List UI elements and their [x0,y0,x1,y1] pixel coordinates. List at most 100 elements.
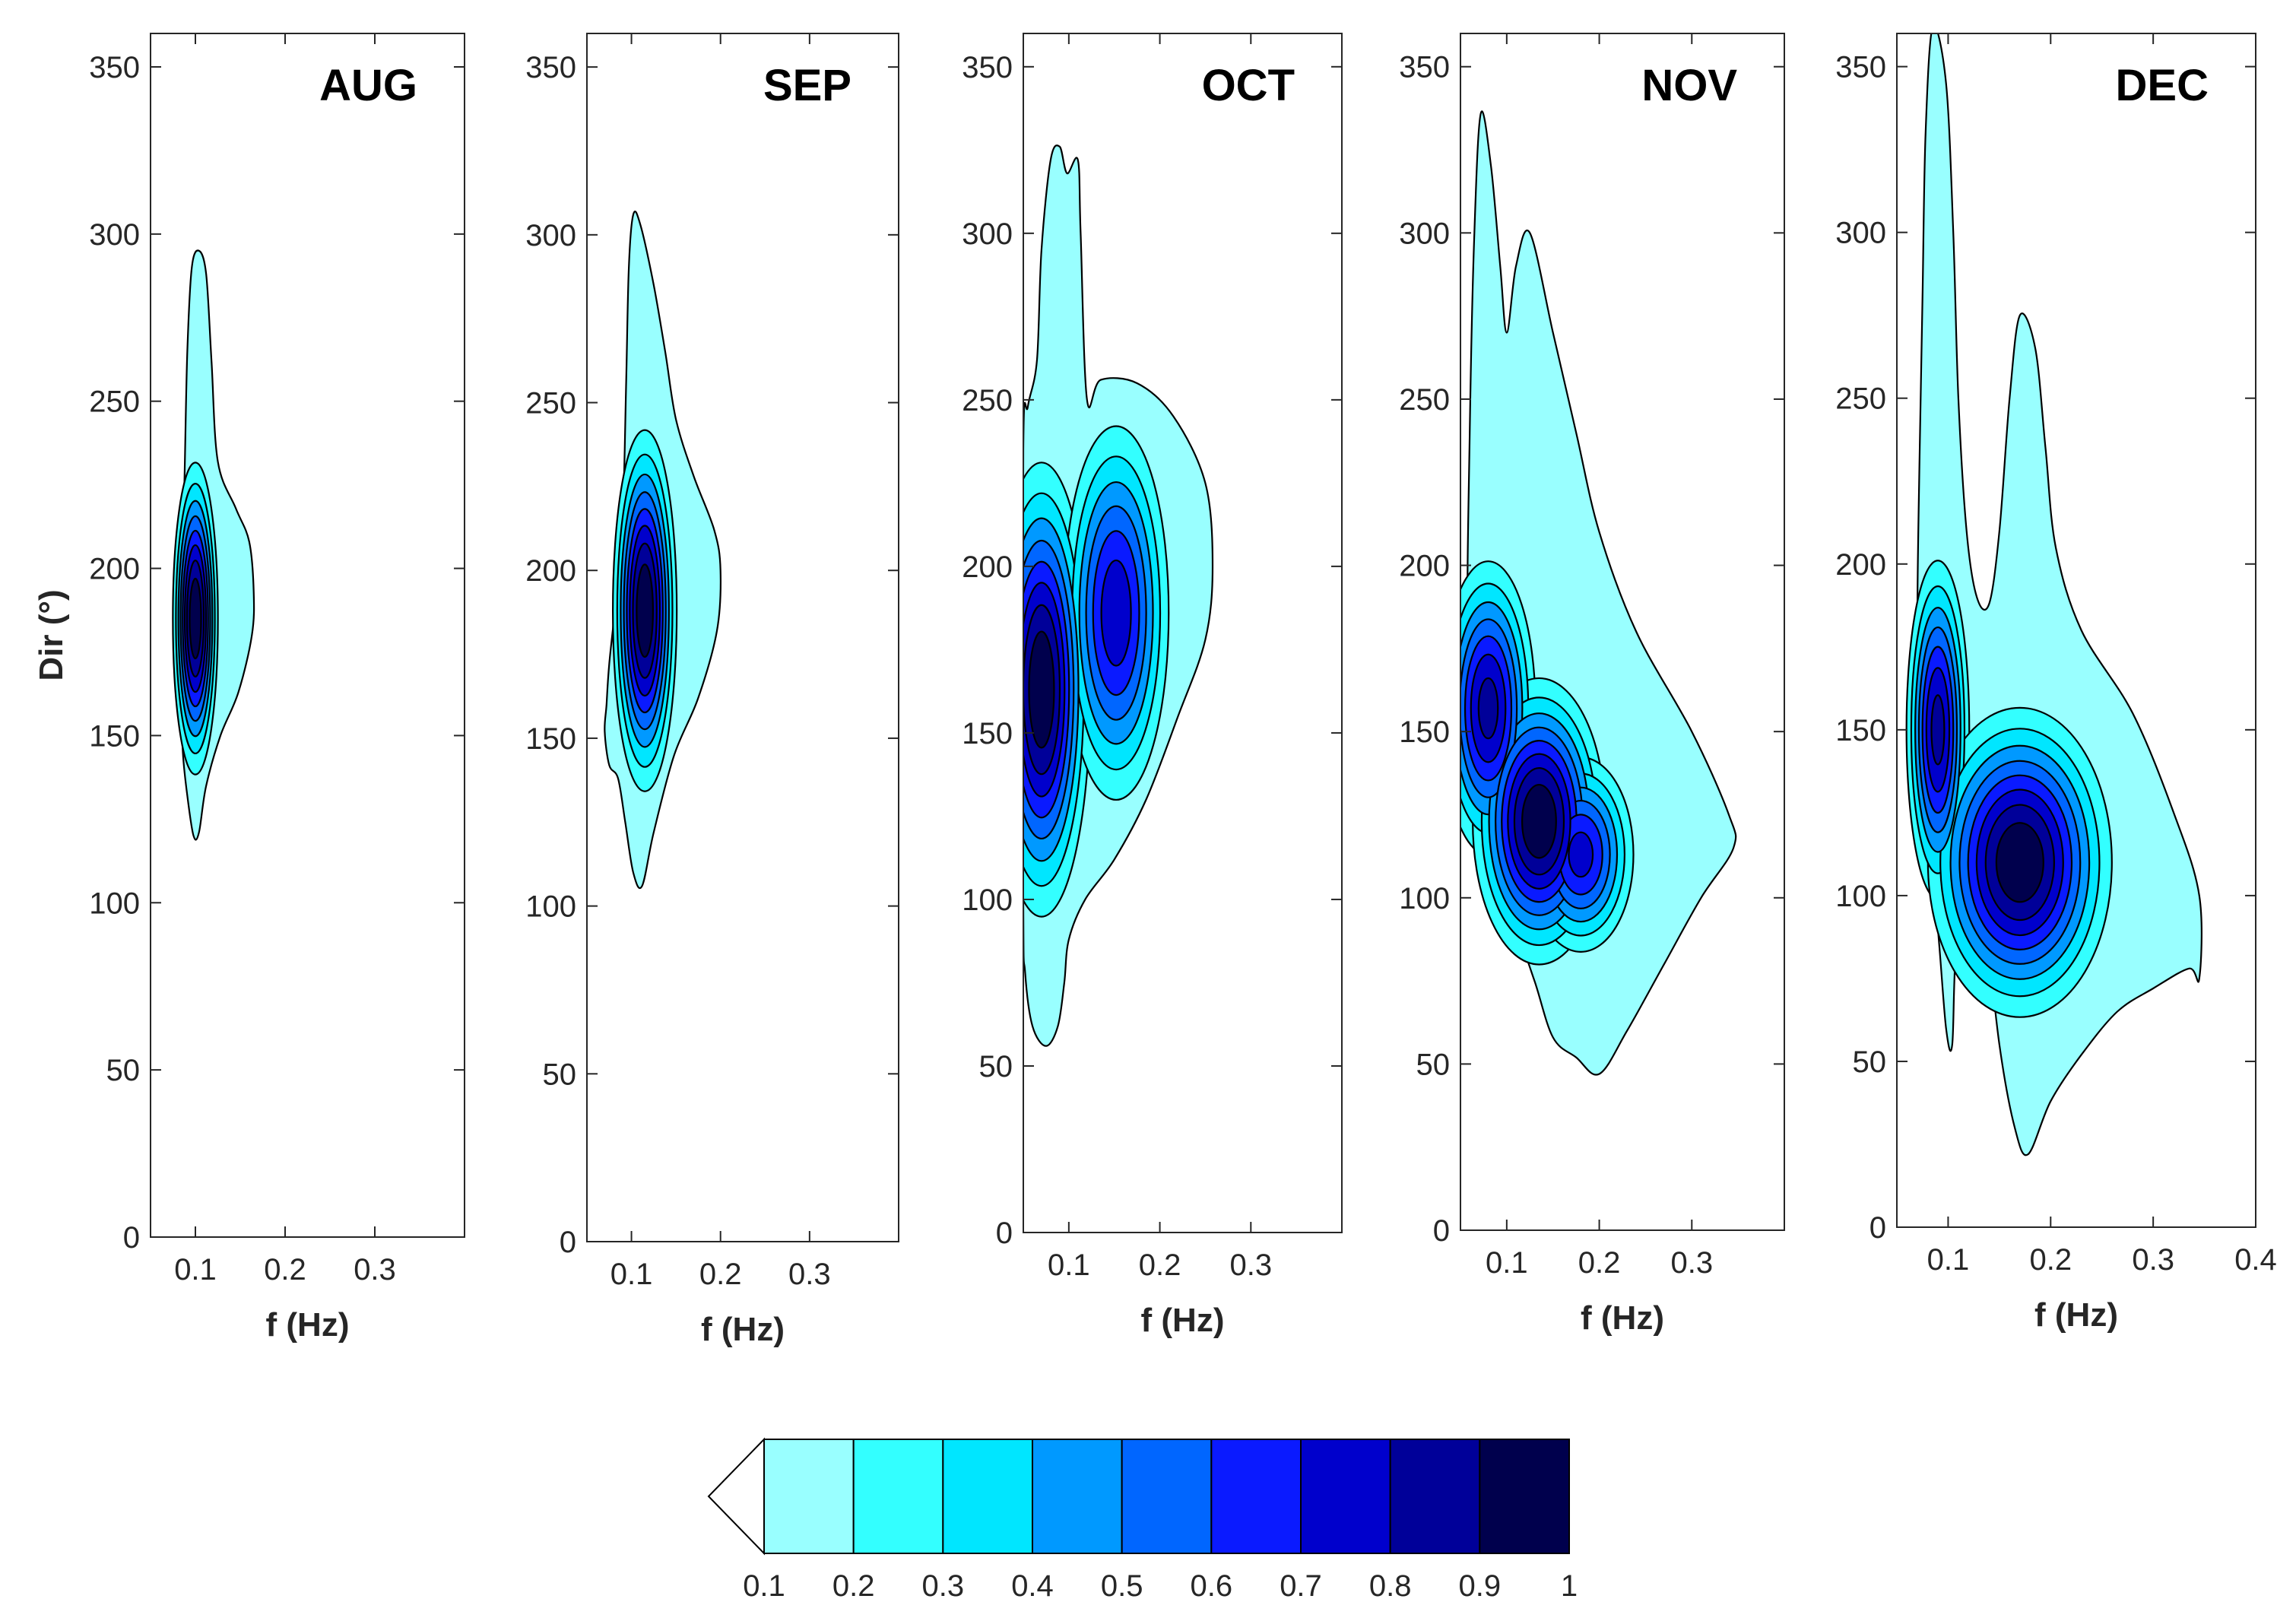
y-tick-label: 50 [543,1058,577,1091]
x-axis-label: f (Hz) [701,1311,785,1348]
axes-box [586,33,899,1242]
panel-title: SEP [763,61,851,110]
contour-level-0.9-peak-1 [1995,822,2044,903]
y-tick-label: 350 [1399,51,1450,84]
colorbar: 0.1 0.2 0.3 0.4 0.5 0.6 0.7 0.8 0.9 1 [707,1437,1578,1603]
y-tick-label: 250 [1399,383,1450,417]
x-axis-label: f (Hz) [1581,1299,1664,1337]
contour-level-0.9-peak-0 [189,577,202,660]
colorbar-segment-3 [942,1439,1034,1554]
x-tick-label: 0.2 [699,1258,742,1291]
panel-title: AUG [319,61,417,110]
x-tick-label: 0.4 [2234,1243,2277,1277]
contour-area [1460,110,1737,1076]
x-tick-label: 0.3 [2132,1243,2174,1277]
x-tick-label: 0.2 [2029,1243,2072,1277]
colorbar-segment-9 [1479,1439,1571,1554]
colorbar-segment-6 [1210,1439,1302,1554]
x-axis-label: f (Hz) [2034,1296,2118,1334]
y-tick-label: 250 [89,385,140,419]
panel-dec: 0 50 100 150 200 250 300 350 0.1 0.2 0.3 0.4 f (Hz) D… [1835,33,2277,1334]
contour-level-0.9-peak-1 [1521,783,1557,859]
y-tick-label: 50 [979,1050,1013,1083]
colorbar-segment-4 [1032,1439,1123,1554]
y-tick-label: 100 [962,884,1013,917]
contour-level-0.7-peak-1 [1100,559,1132,667]
y-tick-label: 350 [525,51,576,84]
y-tick-label: 0 [560,1226,576,1259]
y-tick-label: 350 [89,51,140,84]
x-axis-label: f (Hz) [266,1306,350,1344]
colorbar-segment-8 [1389,1439,1481,1554]
panel-title: NOV [1641,61,1737,110]
y-tick-label: 350 [1835,51,1886,84]
colorbar-tick-label: 0.8 [1369,1569,1412,1603]
y-tick-label: 100 [525,890,576,924]
colorbar-segment-7 [1300,1439,1391,1554]
y-tick-label: 200 [962,550,1013,584]
y-tick-label: 200 [1835,548,1886,582]
colorbar-tick-label: 0.9 [1459,1569,1502,1603]
x-tick-label: 0.1 [1486,1246,1528,1280]
panel-sep: 0 50 100 150 200 250 300 350 0.1 0.2 0.3f (Hz) SEP [525,33,899,1348]
x-tick-label: 0.1 [1927,1243,1970,1277]
y-tick-label: 100 [1835,880,1886,913]
y-tick-label: 200 [1399,550,1450,583]
x-tick-label: 0.2 [1578,1246,1621,1280]
y-tick-label: 200 [525,554,576,588]
y-tick-label: 200 [89,553,140,586]
colorbar-tick-label: 0.5 [1101,1569,1143,1603]
y-tick-label: 50 [106,1054,141,1087]
y-tick-label: 150 [525,722,576,756]
colorbar-tick-label: 1 [1561,1569,1578,1603]
panel-nov: 0 50 100 150 200 250 300 350 0.1 0.2 0.3f (Hz) NOV [1399,33,1785,1337]
x-tick-label: 0.1 [174,1253,217,1286]
y-tick-label: 100 [1399,882,1450,915]
y-tick-label: 350 [962,51,1013,84]
colorbar-tick-label: 0.3 [922,1569,965,1603]
y-tick-label: 50 [1853,1045,1887,1079]
contour-level-0.8-peak-0 [1930,694,1946,766]
panel-oct: 0 50 100 150 200 250 300 350 0.1 0.2 0.3f (Hz) OCT [962,33,1343,1339]
y-tick-label: 50 [1416,1048,1451,1081]
contour-area [1023,144,1214,1047]
contour-level-0.9-peak-0 [636,563,654,658]
x-tick-label: 0.3 [1670,1246,1713,1280]
y-tick-label: 150 [962,717,1013,750]
x-axis-label: f (Hz) [1141,1302,1225,1339]
x-tick-label: 0.1 [610,1258,653,1291]
axes-box [150,33,465,1238]
y-tick-label: 150 [1399,715,1450,749]
x-tick-label: 0.2 [264,1253,306,1286]
y-tick-label: 300 [89,218,140,252]
y-tick-label: 300 [1835,217,1886,250]
colorbar-segment-5 [1121,1439,1213,1554]
y-tick-label: 250 [525,387,576,420]
panel-aug: 0 50 100 150 200 250 300 350 0.1 0.2 0.3f (Hz) Dir … [33,33,465,1344]
colorbar-under-triangle [707,1437,765,1556]
contour-level-0.8-peak-0 [1477,677,1499,740]
colorbar-segment-1 [763,1439,855,1554]
x-tick-label: 0.2 [1139,1248,1181,1282]
contour-area [172,249,255,841]
axes-box [1460,33,1785,1231]
colorbar-tick-label: 0.2 [832,1569,875,1603]
colorbar-tick-label: 0.4 [1011,1569,1054,1603]
axes-box [1896,33,2256,1228]
y-tick-label: 250 [1835,382,1886,416]
x-tick-label: 0.3 [1229,1248,1272,1282]
colorbar-tick-label: 0.7 [1280,1569,1322,1603]
y-tick-label: 150 [1835,714,1886,747]
y-axis-label: Dir (°) [33,589,70,681]
y-tick-label: 150 [89,719,140,753]
panel-title: DEC [2116,61,2209,110]
axes-box [1023,33,1343,1233]
y-tick-label: 0 [123,1221,140,1255]
y-tick-label: 0 [1869,1211,1886,1245]
y-tick-label: 0 [996,1217,1013,1250]
y-tick-label: 300 [962,217,1013,251]
contour-area [1905,33,2202,1156]
colorbar-tick-label: 0.6 [1191,1569,1233,1603]
